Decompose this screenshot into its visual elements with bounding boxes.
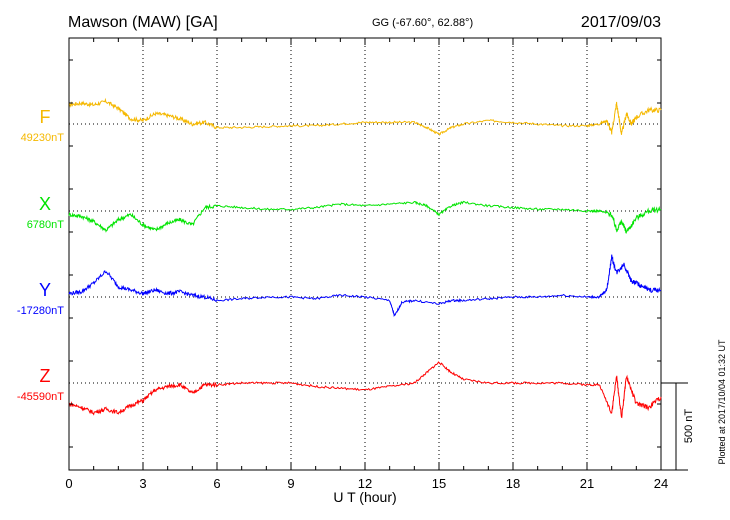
- plotted-timestamp: Plotted at 2017/10/04 01:32 UT: [717, 339, 727, 465]
- scale-bar: 500 nT: [661, 382, 695, 471]
- x-tick-label-12: 12: [358, 476, 372, 491]
- series-label-f: F: [40, 107, 51, 127]
- x-axis-label: U T (hour): [333, 489, 396, 505]
- x-tick-label-24: 24: [654, 476, 668, 491]
- station-title: Mawson (MAW) [GA]: [68, 14, 218, 31]
- station-coordinates: GG (-67.60°, 62.88°): [372, 17, 473, 29]
- series-label-x: X: [39, 194, 51, 214]
- label-layer: F 49230nT X 6780nT Y -17280nT Z -45590nT: [17, 107, 64, 403]
- series-layer: [68, 97, 662, 419]
- x-tick-label-21: 21: [580, 476, 594, 491]
- baseline-value-y: -17280nT: [17, 305, 64, 317]
- series-line-y: [68, 254, 662, 318]
- baseline-value-f: 49230nT: [21, 132, 65, 144]
- series-line-z: [68, 361, 662, 419]
- scale-bar-label: 500 nT: [683, 409, 695, 444]
- baseline-value-z: -45590nT: [17, 391, 64, 403]
- series-line-x: [68, 200, 662, 234]
- x-tick-label-18: 18: [506, 476, 520, 491]
- series-line-f: [68, 97, 662, 136]
- x-tick-label-6: 6: [213, 476, 220, 491]
- grid-layer: [142, 38, 588, 470]
- series-label-z: Z: [40, 366, 51, 386]
- x-tick-label-9: 9: [287, 476, 294, 491]
- x-tick-label-0: 0: [65, 476, 72, 491]
- tick-layer: 0 3 6 9 12 15 18 21 24: [65, 38, 668, 491]
- series-label-y: Y: [39, 280, 51, 300]
- x-tick-label-3: 3: [139, 476, 146, 491]
- x-tick-label-15: 15: [432, 476, 446, 491]
- baseline-value-x: 6780nT: [27, 219, 65, 231]
- plot-date: 2017/09/03: [581, 14, 661, 31]
